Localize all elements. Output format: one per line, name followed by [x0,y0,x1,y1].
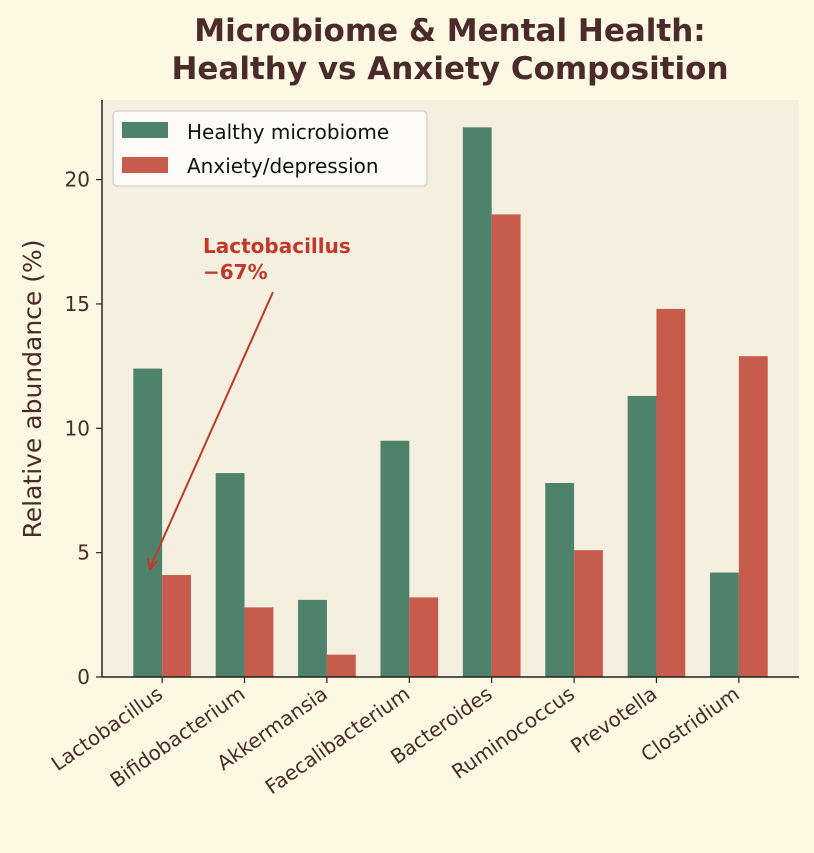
y-axis-label: Relative abundance (%) [18,239,47,538]
x-tick-label: Faecalibacterium [261,681,415,799]
legend-box [112,110,428,187]
y-tick-label: 15 [65,292,90,316]
bar-healthy-akkermansia [298,599,327,677]
annotation-arrow [149,291,274,569]
bar-healthy-faecalibacterium [380,440,410,677]
legend: Healthy microbiome Anxiety/depression [112,110,428,187]
bar-healthy-bacteroides [462,127,492,677]
bar-anxiety-prevotella [656,308,686,677]
annotation: Lactobacillus −67% [147,234,351,571]
bar-anxiety-bifidobacterium [244,607,274,677]
bar-anxiety-clostridium [738,356,768,677]
legend-swatch-anxiety [122,157,168,173]
annotation-line-2: −67% [203,260,268,284]
y-tick-label: 5 [77,541,90,565]
legend-swatch-healthy [122,122,168,138]
bar-healthy-ruminococcus [545,483,575,677]
bar-healthy-clostridium [710,572,739,677]
bar-anxiety-akkermansia [326,654,356,677]
bar-anxiety-lactobacillus [162,575,191,677]
y-tick-label: 0 [77,665,90,689]
annotation-arrowhead [147,557,158,571]
legend-label-healthy: Healthy microbiome [187,120,389,144]
bar-healthy-prevotella [627,395,657,677]
x-tick-label: Bifidobacterium [106,681,250,792]
legend-label-anxiety: Anxiety/depression [187,154,379,178]
bar-healthy-bifidobacterium [215,473,245,677]
y-tick-label: 10 [65,416,90,440]
chart-title-line-1: Microbiome & Mental Health: [194,13,705,49]
bar-anxiety-bacteroides [491,214,521,678]
chart-title-line-2: Healthy vs Anxiety Composition [171,51,728,87]
bar-healthy-lactobacillus [133,368,163,677]
y-tick-label: 20 [65,168,90,192]
annotation-line-1: Lactobacillus [203,234,351,258]
bar-anxiety-ruminococcus [574,550,603,677]
bar-anxiety-faecalibacterium [409,597,439,677]
